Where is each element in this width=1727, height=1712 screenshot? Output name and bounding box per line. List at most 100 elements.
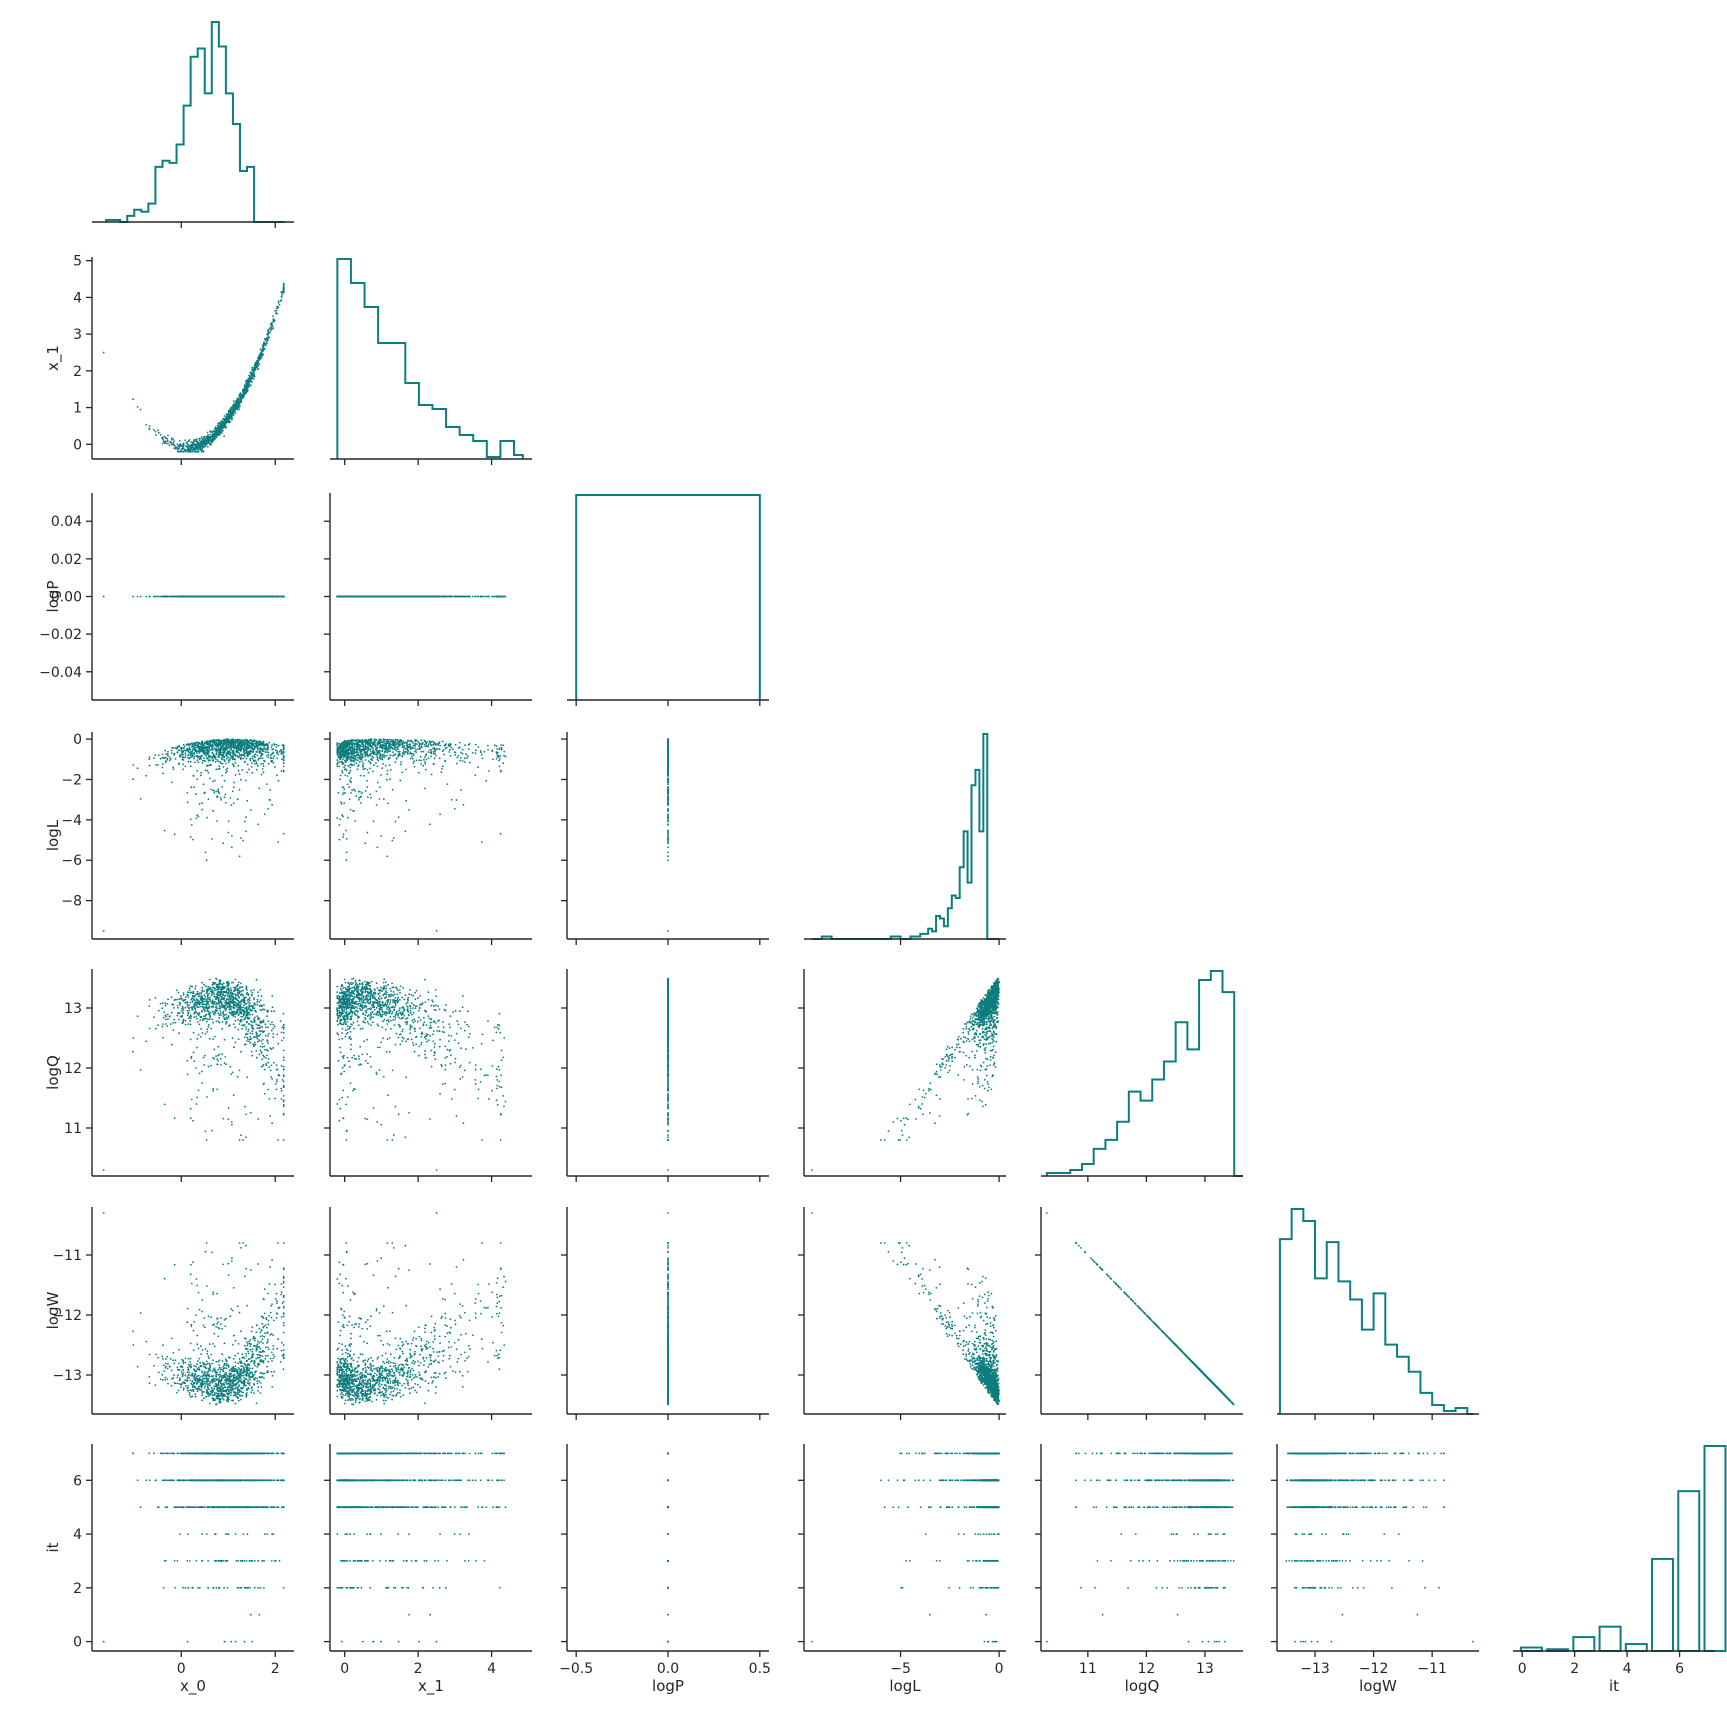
scatter-point	[171, 439, 173, 441]
scatter-point	[186, 792, 188, 794]
scatter-point	[158, 755, 160, 757]
scatter-point	[173, 448, 175, 450]
scatter-point	[372, 771, 374, 773]
scatter-point	[196, 752, 198, 754]
scatter-point	[224, 749, 226, 751]
scatter-point	[484, 596, 486, 598]
scatter-point	[145, 424, 147, 426]
scatter-point	[336, 596, 338, 598]
scatter-point	[260, 749, 262, 751]
scatter-point	[491, 596, 493, 598]
scatter-point	[403, 596, 405, 598]
scatter-point	[245, 739, 247, 741]
scatter-point	[226, 747, 228, 749]
scatter-point	[171, 747, 173, 749]
scatter-point	[336, 766, 338, 768]
scatter-point	[271, 596, 273, 598]
scatter-point	[388, 596, 390, 598]
scatter-point	[157, 429, 159, 431]
scatter-point	[103, 930, 105, 932]
scatter-point	[283, 747, 285, 749]
scatter-point	[423, 596, 425, 598]
scatter-point	[450, 596, 452, 598]
scatter-point	[211, 756, 213, 758]
y-tick-label: −8	[61, 894, 82, 910]
scatter-point	[220, 748, 222, 750]
scatter-point	[162, 773, 164, 775]
scatter-point	[190, 761, 192, 763]
scatter-point	[203, 744, 205, 746]
scatter-point	[195, 439, 197, 441]
scatter-point	[230, 739, 232, 741]
scatter-point	[276, 774, 278, 776]
scatter-point	[283, 833, 285, 835]
scatter-point	[255, 761, 257, 763]
scatter-point	[217, 761, 219, 763]
scatter-point	[278, 300, 280, 302]
scatter-point	[219, 430, 221, 432]
scatter-point	[435, 755, 437, 757]
scatter-point	[281, 299, 283, 301]
scatter-point	[262, 757, 264, 759]
scatter-point	[263, 771, 265, 773]
scatter-point	[215, 426, 217, 428]
scatter-point	[245, 750, 247, 752]
scatter-point	[278, 780, 280, 782]
scatter-point	[211, 752, 213, 754]
scatter-point	[237, 765, 239, 767]
scatter-point	[248, 384, 250, 386]
scatter-point	[257, 743, 259, 745]
scatter-point	[205, 596, 207, 598]
scatter-point	[212, 744, 214, 746]
scatter-point	[442, 596, 444, 598]
scatter-point	[228, 596, 230, 598]
scatter-point	[178, 596, 180, 598]
scatter-point	[280, 753, 282, 755]
scatter-point	[217, 739, 219, 741]
scatter-point	[255, 751, 257, 753]
scatter-point	[211, 596, 213, 598]
scatter-point	[279, 304, 281, 306]
scatter-point	[205, 750, 207, 752]
scatter-point	[254, 763, 256, 765]
scatter-point	[140, 798, 142, 800]
scatter-point	[209, 777, 211, 779]
scatter-point	[222, 745, 224, 747]
scatter-point	[217, 791, 219, 793]
scatter-point	[199, 758, 201, 760]
scatter-point	[200, 755, 202, 757]
scatter-point	[206, 441, 208, 443]
scatter-point	[361, 596, 363, 598]
scatter-point	[226, 758, 228, 760]
scatter-point	[202, 747, 204, 749]
scatter-point	[170, 758, 172, 760]
scatter-point	[162, 439, 164, 441]
scatter-point	[251, 762, 253, 764]
scatter-point	[283, 287, 285, 289]
scatter-point	[252, 373, 254, 375]
scatter-point	[237, 596, 239, 598]
scatter-point	[260, 755, 262, 757]
scatter-point	[149, 596, 151, 598]
scatter-point	[165, 757, 167, 759]
scatter-point	[263, 596, 265, 598]
scatter-point	[452, 748, 454, 750]
scatter-point	[238, 749, 240, 751]
scatter-point	[173, 442, 175, 444]
scatter-point	[277, 752, 279, 754]
scatter-point	[196, 440, 198, 442]
y-tick-label: −4	[61, 813, 82, 829]
scatter-point	[233, 803, 235, 805]
scatter-point	[160, 596, 162, 598]
scatter-point	[137, 406, 139, 408]
scatter-point	[447, 596, 449, 598]
scatter-point	[283, 762, 285, 764]
scatter-point	[437, 596, 439, 598]
scatter-point	[215, 761, 217, 763]
scatter-point	[481, 596, 483, 598]
panel-x_0-vs-x_0	[92, 22, 294, 228]
scatter-point	[237, 397, 239, 399]
scatter-point	[149, 765, 151, 767]
scatter-point	[140, 409, 142, 411]
